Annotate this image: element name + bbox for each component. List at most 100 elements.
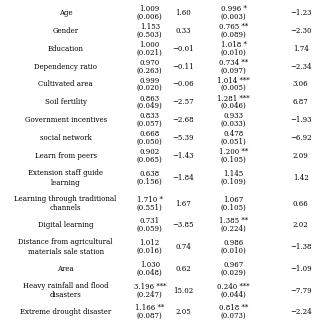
Text: 0.478: 0.478 — [223, 131, 244, 139]
Text: 1.385 **: 1.385 ** — [219, 218, 248, 226]
Text: 1.012: 1.012 — [140, 239, 160, 247]
Text: Government incentives: Government incentives — [25, 116, 107, 124]
Text: learning: learning — [51, 179, 80, 187]
Text: Age: Age — [59, 9, 72, 17]
Text: (0.003): (0.003) — [221, 12, 246, 20]
Text: −2.68: −2.68 — [172, 116, 194, 124]
Text: −0.11: −0.11 — [172, 63, 194, 71]
Text: (0.057): (0.057) — [137, 120, 163, 128]
Text: (0.097): (0.097) — [221, 67, 246, 75]
Text: −1.09: −1.09 — [290, 265, 312, 273]
Text: −1.93: −1.93 — [290, 116, 312, 124]
Text: Extension staff guide: Extension staff guide — [28, 169, 103, 177]
Text: Area: Area — [57, 265, 74, 273]
Text: 1.200 **: 1.200 ** — [219, 148, 248, 156]
Text: Digital learning: Digital learning — [38, 221, 93, 229]
Text: (0.073): (0.073) — [221, 312, 246, 320]
Text: 0.970: 0.970 — [140, 59, 160, 67]
Text: 6.87: 6.87 — [293, 99, 309, 107]
Text: 0.638: 0.638 — [140, 170, 160, 178]
Text: Learning through traditional: Learning through traditional — [14, 195, 117, 203]
Text: 0.731: 0.731 — [140, 218, 160, 226]
Text: 0.986: 0.986 — [223, 239, 244, 247]
Text: 1.74: 1.74 — [293, 45, 309, 53]
Text: 0.240 ***: 0.240 *** — [217, 283, 250, 291]
Text: 0.863: 0.863 — [140, 95, 160, 103]
Text: 0.74: 0.74 — [175, 243, 191, 251]
Text: 0.33: 0.33 — [175, 27, 191, 35]
Text: (0.503): (0.503) — [137, 31, 163, 39]
Text: 0.833: 0.833 — [140, 113, 160, 121]
Text: 1.281 ***: 1.281 *** — [217, 95, 250, 103]
Text: 2.05: 2.05 — [175, 308, 191, 316]
Text: (0.049): (0.049) — [137, 102, 163, 110]
Text: 2.02: 2.02 — [293, 221, 309, 229]
Text: 0.734 **: 0.734 ** — [219, 59, 248, 67]
Text: 0.66: 0.66 — [293, 200, 309, 208]
Text: materials sale station: materials sale station — [28, 248, 104, 256]
Text: 1.710 *: 1.710 * — [137, 196, 163, 204]
Text: (0.033): (0.033) — [221, 120, 246, 128]
Text: −2.24: −2.24 — [290, 308, 312, 316]
Text: Soil fertility: Soil fertility — [44, 99, 87, 107]
Text: (0.263): (0.263) — [137, 67, 163, 75]
Text: −1.84: −1.84 — [172, 174, 194, 182]
Text: (0.551): (0.551) — [137, 204, 163, 212]
Text: (0.109): (0.109) — [221, 178, 246, 186]
Text: 1.67: 1.67 — [175, 200, 191, 208]
Text: 1.014 ***: 1.014 *** — [217, 77, 250, 85]
Text: (0.005): (0.005) — [221, 84, 246, 92]
Text: (0.010): (0.010) — [221, 247, 246, 255]
Text: 0.996 *: 0.996 * — [221, 5, 246, 13]
Text: 1.018 *: 1.018 * — [221, 41, 246, 49]
Text: 0.818 **: 0.818 ** — [219, 305, 248, 313]
Text: (0.105): (0.105) — [221, 156, 246, 164]
Text: 0.933: 0.933 — [224, 113, 244, 121]
Text: Education: Education — [48, 45, 84, 53]
Text: Distance from agricultural: Distance from agricultural — [19, 238, 113, 246]
Text: −2.30: −2.30 — [290, 27, 312, 35]
Text: 1.067: 1.067 — [223, 196, 244, 204]
Text: −5.39: −5.39 — [172, 134, 194, 142]
Text: (0.224): (0.224) — [221, 225, 246, 233]
Text: 2.09: 2.09 — [293, 152, 309, 160]
Text: (0.156): (0.156) — [137, 178, 163, 186]
Text: (0.010): (0.010) — [221, 48, 246, 56]
Text: −1.43: −1.43 — [172, 152, 194, 160]
Text: (0.087): (0.087) — [137, 312, 163, 320]
Text: (0.105): (0.105) — [221, 204, 246, 212]
Text: (0.044): (0.044) — [221, 291, 246, 299]
Text: Heavy rainfall and flood: Heavy rainfall and flood — [23, 282, 108, 290]
Text: 0.999: 0.999 — [140, 77, 160, 85]
Text: (0.247): (0.247) — [137, 291, 163, 299]
Text: 15.02: 15.02 — [173, 287, 193, 295]
Text: Cultivated area: Cultivated area — [38, 81, 93, 89]
Text: (0.050): (0.050) — [137, 138, 163, 146]
Text: Dependency ratio: Dependency ratio — [34, 63, 97, 71]
Text: 1.60: 1.60 — [175, 9, 191, 17]
Text: −1.23: −1.23 — [290, 9, 312, 17]
Text: −7.79: −7.79 — [290, 287, 312, 295]
Text: (0.065): (0.065) — [137, 156, 163, 164]
Text: 1.42: 1.42 — [293, 174, 309, 182]
Text: channels: channels — [50, 204, 81, 212]
Text: (0.016): (0.016) — [137, 247, 163, 255]
Text: 3.06: 3.06 — [293, 81, 308, 89]
Text: (0.020): (0.020) — [137, 84, 163, 92]
Text: −3.85: −3.85 — [172, 221, 194, 229]
Text: (0.029): (0.029) — [221, 269, 246, 277]
Text: −1.38: −1.38 — [290, 243, 312, 251]
Text: (0.048): (0.048) — [137, 269, 163, 277]
Text: 1.166 **: 1.166 ** — [135, 305, 164, 313]
Text: Learn from peers: Learn from peers — [35, 152, 97, 160]
Text: Extreme drought disaster: Extreme drought disaster — [20, 308, 111, 316]
Text: 0.967: 0.967 — [223, 261, 244, 269]
Text: 1.009: 1.009 — [140, 5, 160, 13]
Text: Gender: Gender — [52, 27, 79, 35]
Text: (0.006): (0.006) — [137, 12, 163, 20]
Text: 0.902: 0.902 — [140, 148, 160, 156]
Text: (0.051): (0.051) — [221, 138, 246, 146]
Text: (0.021): (0.021) — [137, 48, 163, 56]
Text: 1.145: 1.145 — [223, 170, 244, 178]
Text: −2.57: −2.57 — [172, 99, 194, 107]
